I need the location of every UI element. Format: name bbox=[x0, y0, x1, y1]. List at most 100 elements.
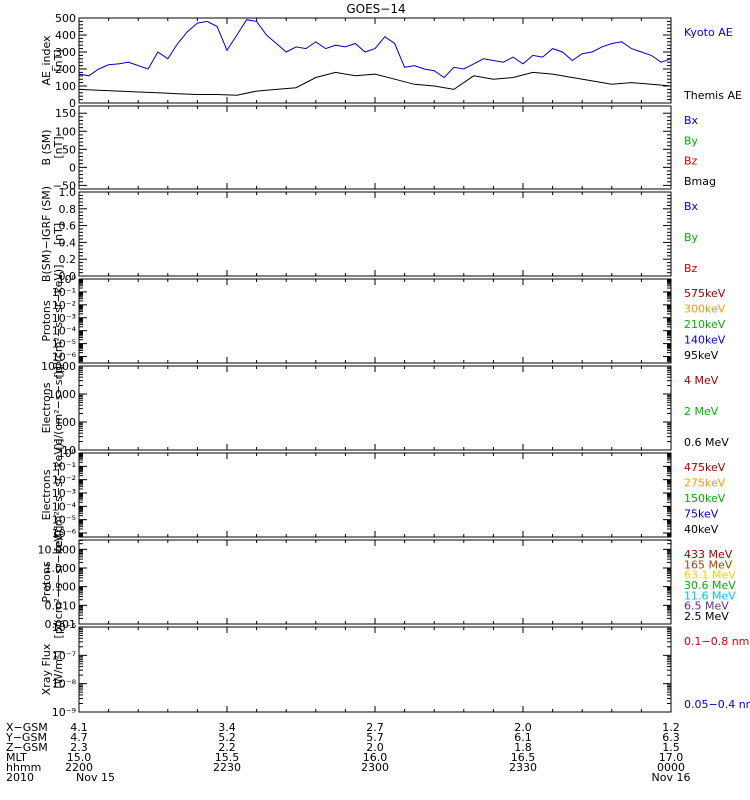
x-cell: 2.2 bbox=[218, 741, 236, 754]
y-axis-title: Protons bbox=[40, 561, 53, 602]
y-tick-label: 0.100 bbox=[45, 581, 77, 594]
legend-entry: 575keV bbox=[684, 287, 726, 300]
panel-frame bbox=[78, 105, 672, 190]
x-cell: 2300 bbox=[361, 761, 389, 774]
x-cell: 6.3 bbox=[662, 731, 680, 744]
legend-entry: 475keV bbox=[684, 461, 726, 474]
y-tick-label: 10 bbox=[62, 444, 76, 457]
y-tick-label: 10000 bbox=[41, 360, 76, 373]
x-cell: 2.7 bbox=[366, 721, 384, 734]
x-cell: Nov 16 bbox=[652, 771, 691, 784]
panel-frame bbox=[78, 191, 672, 277]
x-cell: 6.1 bbox=[514, 731, 532, 744]
y-tick-label: −50 bbox=[53, 179, 76, 192]
panel-frame bbox=[78, 452, 672, 538]
y-axis-title: B(SM)−IGRF (SM) bbox=[40, 186, 53, 282]
x-row-label: hhmm bbox=[6, 761, 41, 774]
legend-entry: 0.6 MeV bbox=[684, 436, 729, 449]
series-line-themis-ae bbox=[78, 71, 672, 96]
y-axis-unit: [W/m²] bbox=[52, 650, 65, 688]
legend-entry: 63.1 MeV bbox=[684, 569, 736, 582]
x-axis-table: X−GSMY−GSMZ−GSMMLThhmm20104.14.72.315.02… bbox=[5, 721, 690, 784]
y-tick-label: 50 bbox=[62, 143, 76, 156]
legend-entry: 150keV bbox=[684, 492, 726, 505]
legend-entry: 2 MeV bbox=[684, 405, 719, 418]
y-axis-unit: [e/(cm²−s−sr−keV)] bbox=[52, 439, 65, 552]
y-tick-label: 10⁻⁶ bbox=[52, 621, 77, 634]
y-axis-title: Electrons bbox=[40, 382, 53, 433]
y-axis-unit: [nT] bbox=[52, 49, 65, 71]
x-row-label: MLT bbox=[6, 751, 27, 764]
y-tick-label: 0.6 bbox=[59, 220, 77, 233]
x-cell: 0000 bbox=[657, 761, 685, 774]
y-axis-unit: [e/(cm²−s−sr)] bbox=[52, 366, 65, 449]
x-cell: 4.1 bbox=[70, 721, 88, 734]
legend-entry: 300keV bbox=[684, 303, 726, 316]
y-axis-unit: [p/(cm²−s−sr−keV)] bbox=[52, 526, 65, 639]
legend-entry: Bx bbox=[684, 114, 699, 127]
x-cell: 15.0 bbox=[67, 751, 92, 764]
y-tick-label: 1.0 bbox=[59, 186, 77, 199]
y-tick-label: 200 bbox=[55, 63, 76, 76]
y-tick-label: 10⁻¹ bbox=[52, 460, 76, 473]
legend-entry: 0.1−0.8 nm bbox=[684, 635, 749, 648]
x-cell: 1.8 bbox=[514, 741, 532, 754]
x-row-label: 2010 bbox=[6, 771, 34, 784]
panel-xray: 10⁻⁹ 10⁻⁸ 10⁻⁷ 10⁻⁶ Xray Flux [W/m²] 0.1−0.8 n… bbox=[40, 621, 750, 719]
legend-entry: 40keV bbox=[684, 523, 719, 536]
panel-frame bbox=[78, 626, 672, 713]
x-cell: 2330 bbox=[509, 761, 537, 774]
series-line-kyoto-ae bbox=[78, 19, 672, 79]
y-tick-label: 10⁻⁸ bbox=[52, 678, 77, 691]
y-axis-unit: [nT] bbox=[52, 136, 65, 158]
legend-entry: 0.05−0.4 nm bbox=[684, 698, 750, 711]
legend-entry: 4 MeV bbox=[684, 374, 719, 387]
legend-entry: 6.5 MeV bbox=[684, 600, 729, 613]
panel-electrons1: 10 100 1000 10000 Electrons [e/(cm²−s−sr)] 4 M… bbox=[40, 360, 729, 457]
y-axis-title: Xray Flux bbox=[40, 643, 53, 695]
x-cell: 15.5 bbox=[215, 751, 240, 764]
legend-entry: 95keV bbox=[684, 349, 719, 362]
y-axis-unit: [p/(cm²−s−sr−keV)] bbox=[52, 265, 65, 378]
y-tick-label: 10⁻³ bbox=[52, 312, 76, 325]
x-cell: 2.0 bbox=[514, 721, 532, 734]
y-tick-label: 10⁻¹ bbox=[52, 286, 76, 299]
y-tick-label: 10⁻² bbox=[52, 299, 76, 312]
x-cell: Nov 15 bbox=[76, 771, 115, 784]
x-cell: 5.2 bbox=[218, 731, 236, 744]
y-axis-unit: [nT] bbox=[52, 223, 65, 245]
y-tick-label: 0.001 bbox=[45, 618, 77, 631]
y-axis-title: Protons bbox=[40, 300, 53, 341]
legend-entry: Bz bbox=[684, 155, 698, 168]
y-tick-label: 0.2 bbox=[59, 253, 77, 266]
y-tick-label: 10⁻⁷ bbox=[52, 649, 76, 662]
x-cell: 1.5 bbox=[662, 741, 680, 754]
x-cell: 3.4 bbox=[218, 721, 236, 734]
panel-frame bbox=[78, 17, 672, 104]
legend-entry: 210keV bbox=[684, 318, 726, 331]
legend-entry: Bx bbox=[684, 200, 699, 213]
y-tick-label: 10⁻⁵ bbox=[52, 338, 76, 351]
y-tick-label: 10⁻⁶ bbox=[52, 351, 77, 364]
y-tick-label: 150 bbox=[55, 107, 76, 120]
x-cell: 16.0 bbox=[363, 751, 388, 764]
legend-entry: 30.6 MeV bbox=[684, 579, 736, 592]
y-tick-label: 100 bbox=[55, 125, 76, 138]
legend-entry: Bz bbox=[684, 262, 698, 275]
y-tick-label: 0.010 bbox=[45, 599, 77, 612]
y-tick-label: 1.000 bbox=[45, 562, 77, 575]
y-tick-label: 100 bbox=[55, 80, 76, 93]
y-axis-title: AE_index bbox=[40, 35, 53, 86]
y-tick-label: 10⁻⁹ bbox=[52, 706, 76, 719]
y-tick-label: 10⁻² bbox=[52, 474, 76, 487]
x-cell: 2.0 bbox=[366, 741, 384, 754]
legend-entry: 11.6 MeV bbox=[684, 589, 736, 602]
legend-entry: 275keV bbox=[684, 477, 726, 490]
y-tick-label: 400 bbox=[55, 29, 76, 42]
x-cell: 2230 bbox=[213, 761, 241, 774]
y-tick-label: 500 bbox=[55, 12, 76, 25]
